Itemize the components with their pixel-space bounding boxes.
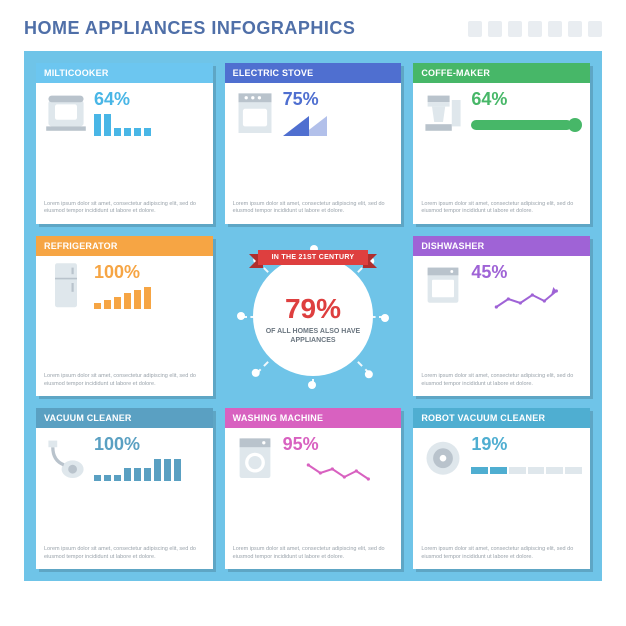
mixer-icon bbox=[528, 21, 542, 37]
card-header: COFFE-MAKER bbox=[413, 63, 590, 83]
card-coffee-maker: COFFE-MAKER 64% Lorem ipsum dolor sit am… bbox=[413, 63, 590, 224]
toaster-icon bbox=[488, 21, 502, 37]
card-description: Lorem ipsum dolor sit amet, consectetur … bbox=[413, 546, 590, 569]
hub-percentage: 79% bbox=[285, 293, 341, 325]
card-header: ROBOT VACUUM CLEANER bbox=[413, 408, 590, 428]
bar-chart bbox=[94, 459, 205, 481]
card-stat: 45% bbox=[471, 262, 582, 370]
card-stat: 100% bbox=[94, 262, 205, 370]
hub-subtitle: OF ALL HOMES ALSO HAVE APPLIANCES bbox=[263, 327, 363, 345]
card-stat: 95% bbox=[283, 434, 394, 542]
electric-stove-icon bbox=[233, 89, 277, 137]
card-description: Lorem ipsum dolor sit amet, consectetur … bbox=[36, 373, 213, 396]
card-description: Lorem ipsum dolor sit amet, consectetur … bbox=[36, 201, 213, 224]
bar-chart bbox=[94, 114, 205, 136]
card-grid: MILTICOOKER 64% Lorem ipsum dolor sit am… bbox=[36, 63, 590, 569]
card-percentage: 100% bbox=[94, 434, 205, 455]
card-body: 95% bbox=[225, 428, 402, 546]
card-body: 100% bbox=[36, 256, 213, 374]
card-dishwasher: DISHWASHER 45% Lorem ipsum dolor sit ame… bbox=[413, 236, 590, 397]
card-body: 64% bbox=[36, 83, 213, 201]
coffee-maker-icon bbox=[421, 89, 465, 137]
card-vacuum-cleaner: VACUUM CLEANER 100% Lorem ipsum dolor si… bbox=[36, 408, 213, 569]
area-chart bbox=[283, 114, 394, 136]
kettle-icon bbox=[548, 21, 562, 37]
card-refrigerator: REFRIGERATOR 100% Lorem ipsum dolor sit … bbox=[36, 236, 213, 397]
stage: MILTICOOKER 64% Lorem ipsum dolor sit am… bbox=[24, 51, 602, 581]
line-chart bbox=[283, 459, 394, 481]
card-electric-stove: ELECTRIC STOVE 75% Lorem ipsum dolor sit… bbox=[225, 63, 402, 224]
card-header: ELECTRIC STOVE bbox=[225, 63, 402, 83]
washing-machine-icon bbox=[233, 434, 277, 482]
card-robot-vacuum: ROBOT VACUUM CLEANER 19% Lorem ipsum dol… bbox=[413, 408, 590, 569]
card-stat: 75% bbox=[283, 89, 394, 197]
hood-icon bbox=[588, 21, 602, 37]
card-header: REFRIGERATOR bbox=[36, 236, 213, 256]
card-multicooker: MILTICOOKER 64% Lorem ipsum dolor sit am… bbox=[36, 63, 213, 224]
card-percentage: 64% bbox=[94, 89, 205, 110]
card-description: Lorem ipsum dolor sit amet, consectetur … bbox=[36, 546, 213, 569]
top-icon-strip bbox=[468, 21, 602, 37]
card-body: 19% bbox=[413, 428, 590, 546]
card-stat: 100% bbox=[94, 434, 205, 542]
card-header: MILTICOOKER bbox=[36, 63, 213, 83]
card-body: 64% bbox=[413, 83, 590, 201]
dishwasher-icon bbox=[421, 262, 465, 310]
card-description: Lorem ipsum dolor sit amet, consectetur … bbox=[225, 546, 402, 569]
blender-icon bbox=[508, 21, 522, 37]
card-description: Lorem ipsum dolor sit amet, consectetur … bbox=[225, 201, 402, 224]
card-stat: 64% bbox=[94, 89, 205, 197]
card-percentage: 75% bbox=[283, 89, 394, 110]
hub-circle: IN THE 21ST CENTURY 79% OF ALL HOMES ALS… bbox=[253, 256, 373, 376]
iron-icon bbox=[468, 21, 482, 37]
page-title: HOME APPLIANCES INFOGRAPHICS bbox=[24, 18, 355, 39]
card-description: Lorem ipsum dolor sit amet, consectetur … bbox=[413, 201, 590, 224]
juicer-icon bbox=[568, 21, 582, 37]
robot-vacuum-icon bbox=[421, 434, 465, 482]
infographic-frame: HOME APPLIANCES INFOGRAPHICS MILTICOOKER… bbox=[0, 0, 626, 626]
card-header: VACUUM CLEANER bbox=[36, 408, 213, 428]
card-body: 100% bbox=[36, 428, 213, 546]
card-percentage: 45% bbox=[471, 262, 582, 283]
card-header: DISHWASHER bbox=[413, 236, 590, 256]
hub-cell: IN THE 21ST CENTURY 79% OF ALL HOMES ALS… bbox=[225, 236, 402, 397]
card-percentage: 64% bbox=[471, 89, 582, 110]
bar-chart bbox=[94, 287, 205, 309]
card-description: Lorem ipsum dolor sit amet, consectetur … bbox=[413, 373, 590, 396]
card-body: 75% bbox=[225, 83, 402, 201]
card-percentage: 100% bbox=[94, 262, 205, 283]
card-header: WASHING MACHINE bbox=[225, 408, 402, 428]
vacuum-cleaner-icon bbox=[44, 434, 88, 482]
header-row: HOME APPLIANCES INFOGRAPHICS bbox=[24, 18, 602, 39]
card-stat: 64% bbox=[471, 89, 582, 197]
multicooker-icon bbox=[44, 89, 88, 137]
progress-chart bbox=[471, 459, 582, 481]
hub-ribbon: IN THE 21ST CENTURY bbox=[258, 250, 369, 265]
card-percentage: 19% bbox=[471, 434, 582, 455]
card-percentage: 95% bbox=[283, 434, 394, 455]
refrigerator-icon bbox=[44, 262, 88, 310]
line-chart bbox=[471, 287, 582, 309]
card-stat: 19% bbox=[471, 434, 582, 542]
card-washing-machine: WASHING MACHINE 95% Lorem ipsum dolor si… bbox=[225, 408, 402, 569]
card-body: 45% bbox=[413, 256, 590, 374]
roll-chart bbox=[471, 114, 582, 136]
